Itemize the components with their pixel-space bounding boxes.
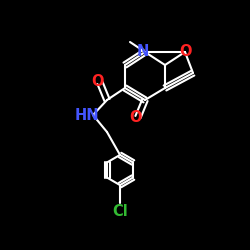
Text: N: N: [137, 44, 149, 59]
Text: O: O: [180, 44, 192, 59]
Text: O: O: [91, 74, 103, 90]
Text: O: O: [129, 110, 141, 126]
Text: HN: HN: [75, 108, 99, 124]
Text: Cl: Cl: [112, 204, 128, 218]
